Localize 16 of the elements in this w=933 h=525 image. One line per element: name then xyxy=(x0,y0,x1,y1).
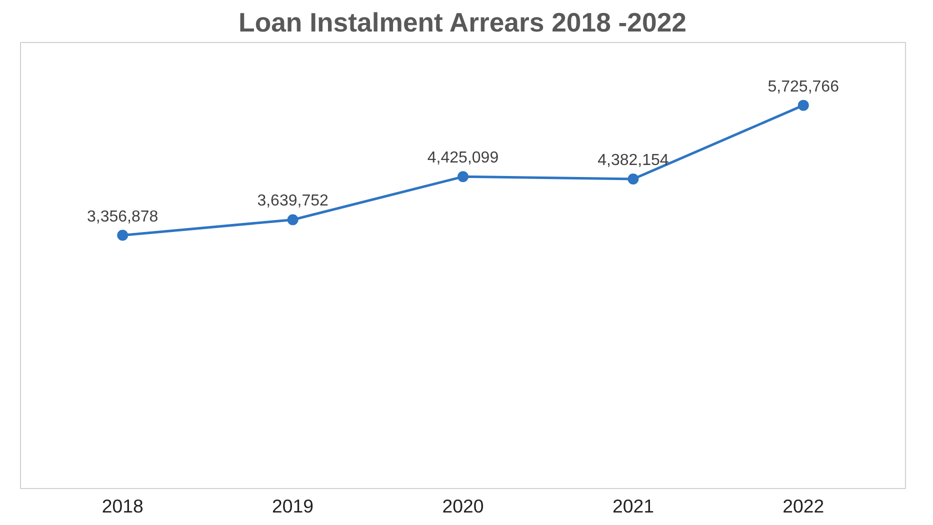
data-label: 4,425,099 xyxy=(427,150,499,167)
x-tick-label: 2020 xyxy=(442,496,484,516)
data-label: 3,356,878 xyxy=(87,208,158,226)
data-label: 4,382,154 xyxy=(598,152,669,170)
data-label: 5,725,766 xyxy=(768,78,840,96)
point xyxy=(458,171,468,182)
x-tick-label: 2019 xyxy=(272,496,314,516)
point xyxy=(287,214,298,226)
point xyxy=(628,174,639,185)
point xyxy=(798,100,809,111)
chart-title: Loan Instalment Arrears 2018 -2022 xyxy=(238,8,686,38)
data-label: 3,639,752 xyxy=(257,192,328,210)
x-tick-label: 2018 xyxy=(102,496,144,516)
point xyxy=(117,230,128,241)
x-tick-label: 2022 xyxy=(782,496,824,516)
x-tick-label: 2021 xyxy=(612,496,654,516)
